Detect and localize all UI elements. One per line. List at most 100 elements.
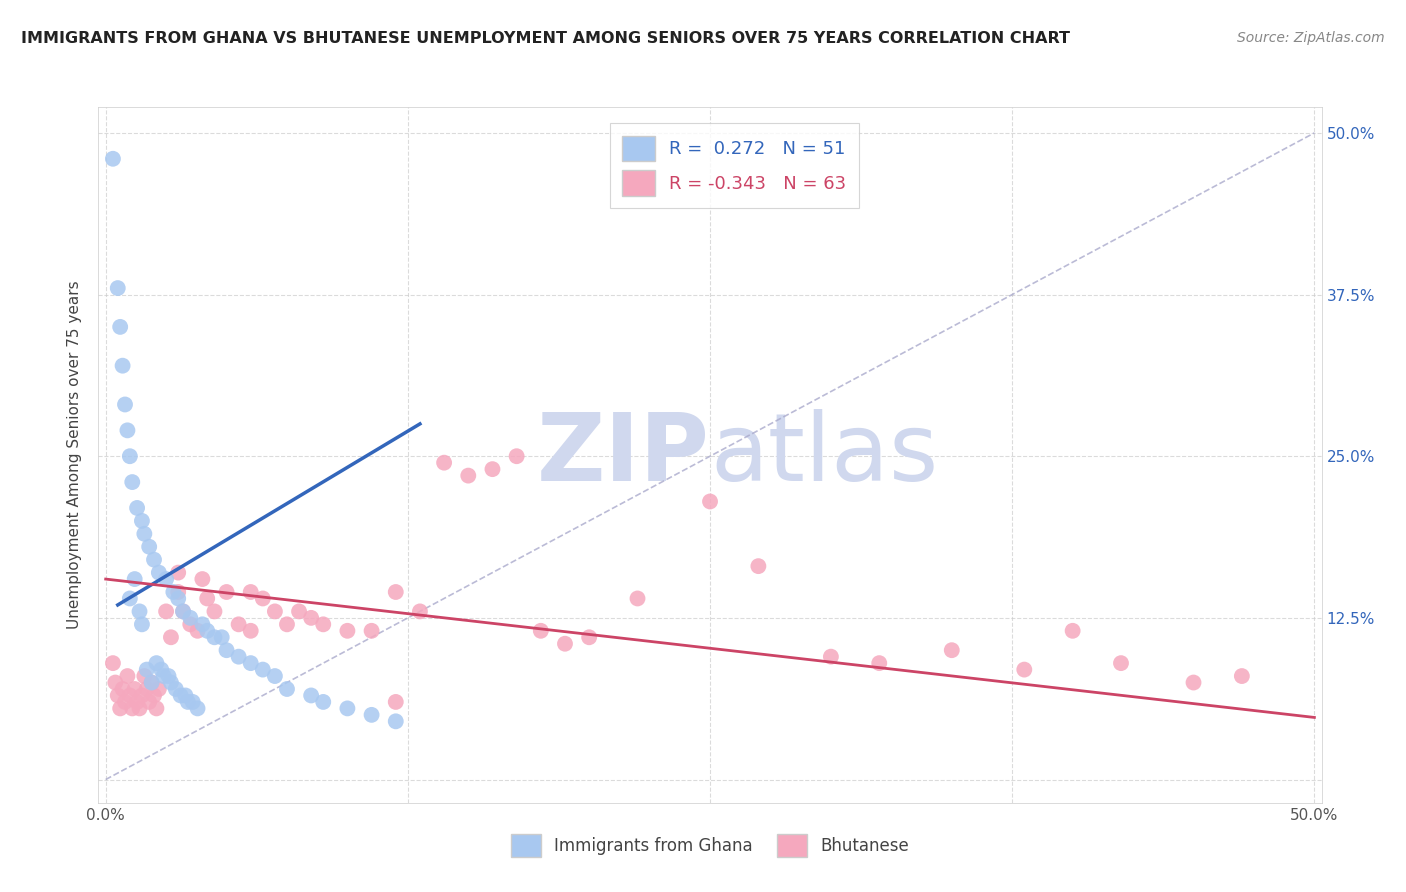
Point — [578, 630, 600, 644]
Point — [111, 359, 134, 373]
Point — [941, 643, 963, 657]
Point — [155, 572, 177, 586]
Point — [143, 689, 166, 703]
Point — [1062, 624, 1084, 638]
Point — [118, 689, 141, 703]
Point — [215, 585, 238, 599]
Point — [118, 449, 141, 463]
Point — [299, 611, 322, 625]
Text: Source: ZipAtlas.com: Source: ZipAtlas.com — [1237, 31, 1385, 45]
Point — [820, 649, 842, 664]
Point — [747, 559, 769, 574]
Point — [336, 624, 359, 638]
Point — [117, 423, 139, 437]
Point — [360, 707, 382, 722]
Point — [191, 572, 214, 586]
Point — [215, 643, 238, 657]
Point — [228, 617, 250, 632]
Point — [211, 630, 233, 644]
Text: IMMIGRANTS FROM GHANA VS BHUTANESE UNEMPLOYMENT AMONG SENIORS OVER 75 YEARS CORR: IMMIGRANTS FROM GHANA VS BHUTANESE UNEMP… — [21, 31, 1070, 46]
Point — [134, 526, 156, 541]
Point — [239, 656, 262, 670]
Y-axis label: Unemployment Among Seniors over 75 years: Unemployment Among Seniors over 75 years — [67, 281, 83, 629]
Point — [288, 604, 311, 618]
Point — [336, 701, 359, 715]
Point — [186, 624, 208, 638]
Point — [191, 617, 214, 632]
Point — [124, 681, 146, 696]
Point — [505, 449, 527, 463]
Point — [868, 656, 890, 670]
Point — [167, 585, 190, 599]
Point — [1109, 656, 1132, 670]
Legend: Immigrants from Ghana, Bhutanese: Immigrants from Ghana, Bhutanese — [503, 827, 917, 864]
Text: ZIP: ZIP — [537, 409, 710, 501]
Point — [104, 675, 127, 690]
Point — [121, 701, 143, 715]
Point — [167, 591, 190, 606]
Point — [135, 681, 157, 696]
Point — [174, 689, 197, 703]
Point — [162, 585, 184, 599]
Point — [167, 566, 190, 580]
Point — [141, 675, 163, 690]
Point — [457, 468, 479, 483]
Point — [145, 656, 167, 670]
Point — [384, 585, 406, 599]
Point — [172, 604, 194, 618]
Point — [172, 604, 194, 618]
Point — [107, 281, 129, 295]
Point — [1014, 663, 1036, 677]
Point — [107, 689, 129, 703]
Point — [252, 591, 274, 606]
Point — [155, 604, 177, 618]
Point — [299, 689, 322, 703]
Point — [150, 663, 173, 677]
Point — [626, 591, 648, 606]
Point — [114, 695, 136, 709]
Point — [179, 617, 201, 632]
Point — [131, 617, 153, 632]
Point — [128, 701, 150, 715]
Point — [134, 669, 156, 683]
Point — [204, 630, 226, 644]
Point — [360, 624, 382, 638]
Point — [141, 675, 163, 690]
Point — [264, 669, 287, 683]
Point — [127, 500, 149, 515]
Point — [276, 681, 298, 696]
Point — [177, 695, 200, 709]
Point — [111, 681, 134, 696]
Point — [131, 514, 153, 528]
Point — [145, 701, 167, 715]
Point — [181, 695, 204, 709]
Point — [409, 604, 432, 618]
Point — [117, 669, 139, 683]
Point — [143, 552, 166, 566]
Point — [138, 695, 160, 709]
Point — [384, 695, 406, 709]
Point — [228, 649, 250, 664]
Point — [108, 319, 131, 334]
Point — [252, 663, 274, 677]
Point — [148, 566, 170, 580]
Point — [169, 689, 191, 703]
Point — [131, 689, 153, 703]
Point — [148, 681, 170, 696]
Point — [312, 617, 335, 632]
Point — [1182, 675, 1205, 690]
Point — [165, 681, 187, 696]
Point — [114, 397, 136, 411]
Point — [433, 456, 456, 470]
Point — [276, 617, 298, 632]
Point — [157, 669, 180, 683]
Point — [160, 675, 183, 690]
Point — [239, 585, 262, 599]
Point — [530, 624, 553, 638]
Point — [121, 475, 143, 489]
Point — [554, 637, 576, 651]
Point — [135, 663, 157, 677]
Point — [264, 604, 287, 618]
Point — [101, 152, 124, 166]
Point — [124, 572, 146, 586]
